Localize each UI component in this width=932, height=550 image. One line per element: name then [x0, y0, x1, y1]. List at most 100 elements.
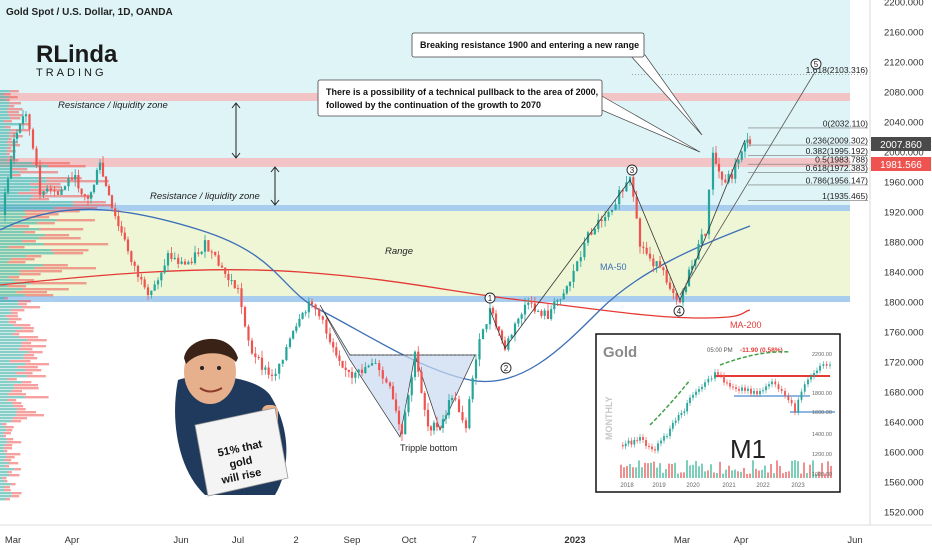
volume-profile-bar-up — [0, 324, 14, 327]
inset-side-label: MONTHLY — [604, 396, 614, 440]
volume-profile-bar-up — [0, 306, 23, 309]
volume-profile-bar-up — [0, 342, 22, 345]
inset-volume-bar — [707, 470, 709, 478]
inset-x-tick: 2020 — [686, 483, 700, 489]
inset-candle-body — [816, 370, 818, 373]
candle-body — [274, 373, 277, 376]
y-axis-ticks: 2200.000 2160.000 2120.000 2080.000 2040.000… — [884, 0, 924, 519]
volume-profile-bar-down — [44, 234, 70, 237]
candle-body — [748, 139, 752, 145]
volume-profile-bar-up — [0, 243, 44, 246]
candle-body — [510, 334, 513, 339]
y-tick-label: 1600.000 — [884, 448, 924, 459]
y-tick-label: 1800.000 — [884, 298, 924, 309]
price-axis[interactable] — [870, 0, 932, 525]
volume-profile-bar-down — [24, 231, 36, 234]
zone-label-lower: Resistance / liquidity zone — [150, 191, 260, 202]
volume-profile-bar-down — [8, 321, 17, 324]
volume-profile-bar-down — [21, 345, 47, 348]
inset-candle-body — [654, 449, 656, 451]
volume-profile-bar-up — [0, 435, 4, 438]
inset-volume-bar — [623, 467, 625, 478]
fib-label: 1(1935.465) — [822, 191, 868, 201]
inset-candle-body — [753, 391, 755, 394]
volume-profile-bar-up — [0, 477, 3, 480]
volume-profile-bar-down — [13, 324, 31, 327]
time-axis[interactable] — [0, 525, 932, 550]
volume-profile-bar-up — [0, 255, 27, 258]
volume-profile-bar-down — [8, 393, 27, 396]
inset-volume-bar — [764, 465, 766, 478]
inset-candle-body — [807, 379, 809, 385]
volume-profile-bar-up — [0, 453, 7, 456]
candle-body — [236, 288, 240, 290]
inset-volume-bar — [662, 472, 664, 478]
fib-label: 0.5(1983.788) — [815, 155, 868, 165]
candle-body — [250, 340, 254, 354]
inset-candle-body — [720, 374, 722, 376]
volume-profile-bar-down — [8, 276, 20, 279]
volume-profile-bar-down — [11, 312, 18, 315]
svg-text:followed by the continuation o: followed by the continuation of the grow… — [326, 100, 541, 110]
candle-body — [254, 353, 257, 357]
candle-body — [642, 246, 645, 248]
candle-body — [397, 410, 401, 425]
candle-body — [77, 175, 80, 189]
inset-volume-bar — [620, 464, 622, 478]
candle-body — [523, 304, 527, 315]
candle-body — [233, 280, 236, 289]
volume-profile-bar-down — [43, 243, 109, 246]
y-tick-label: 1960.000 — [884, 178, 924, 189]
volume-profile-bar-down — [39, 186, 62, 189]
volume-profile-bar-up — [0, 171, 20, 174]
inset-volume-bar — [650, 462, 652, 478]
candle-body — [572, 270, 575, 282]
candle-body — [426, 409, 430, 427]
y-tick-label: 1760.000 — [884, 328, 924, 339]
volume-profile-bar-down — [5, 498, 10, 501]
volume-profile-bar-down — [39, 228, 84, 231]
volume-profile-bar-up — [0, 288, 24, 291]
double-arrow-lower — [270, 166, 280, 206]
inset-candle-body — [732, 386, 734, 388]
candle-body — [200, 251, 203, 254]
candle-body — [180, 261, 183, 264]
candle-body — [684, 286, 688, 293]
volume-profile-bar-up — [0, 429, 7, 432]
volume-profile-bar-down — [12, 402, 22, 405]
inset-volume-bar — [815, 473, 817, 478]
candle-body — [400, 424, 404, 435]
candle-body — [153, 284, 156, 291]
inset-volume-bar — [719, 461, 721, 478]
volume-profile-bar-down — [29, 198, 50, 201]
volume-profile-bar-down — [10, 168, 28, 171]
volume-profile-bar-down — [25, 363, 50, 366]
candle-body — [556, 300, 559, 302]
candle-body — [734, 163, 737, 179]
candle-body — [488, 307, 492, 325]
candle-body — [457, 399, 461, 413]
inset-candle-body — [714, 372, 716, 379]
volume-profile-bar-down — [9, 474, 20, 477]
x-tick-label: Sep — [344, 535, 361, 546]
inset-candle-body — [744, 387, 746, 391]
candle-body — [662, 267, 665, 271]
volume-profile-bar-down — [7, 159, 19, 162]
logo: RLinda TRADING — [36, 41, 118, 79]
candle-body — [304, 312, 307, 314]
candle-body — [257, 356, 260, 358]
candle-body — [494, 313, 498, 327]
volume-profile-bar-down — [2, 477, 7, 480]
volume-profile-bar-down — [32, 195, 94, 198]
volume-profile-bar-up — [0, 129, 11, 132]
candle-body — [332, 342, 335, 348]
volume-profile-bar-up — [0, 207, 54, 210]
volume-profile-bar-down — [18, 300, 31, 303]
inset-y-tick: 2200.00 — [812, 352, 832, 358]
volume-profile-bar-up — [0, 90, 10, 93]
inset-volume-bar — [644, 462, 646, 478]
candle-body — [593, 228, 596, 235]
candle-body — [568, 281, 572, 287]
zone-label-upper: Resistance / liquidity zone — [58, 100, 168, 111]
